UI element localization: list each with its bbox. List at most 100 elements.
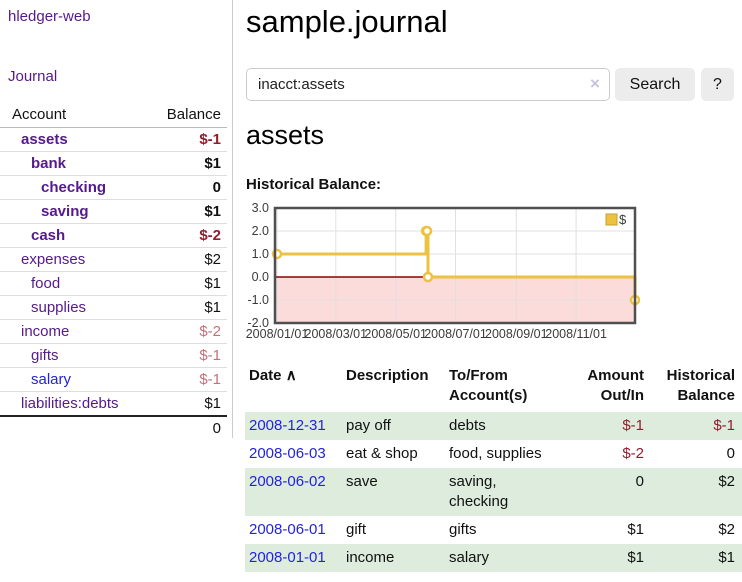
account-row: gifts $-1	[0, 343, 227, 368]
clear-search-icon[interactable]: ×	[590, 74, 600, 93]
account-link[interactable]: bank	[31, 155, 67, 172]
account-balance: $1	[143, 295, 227, 320]
help-button[interactable]: ?	[701, 68, 734, 101]
register-header-balance: Historical Balance	[666, 367, 735, 404]
accounts-table: Account Balance assets $-1 bank $1 checking 0…	[0, 102, 227, 440]
balance-line-chart: 3.0 2.0 1.0 0.0 -1.0 -2.02008/01/012008/03/01…	[246, 201, 641, 341]
account-heading: assets	[246, 120, 325, 150]
account-link[interactable]: liabilities:debts	[21, 395, 119, 412]
account-balance: $1	[143, 271, 227, 296]
svg-text:2008/03/01: 2008/03/01	[305, 327, 368, 341]
svg-text:3.0: 3.0	[252, 201, 269, 215]
transaction-balance: $1	[718, 549, 735, 566]
svg-text:2008/01/01: 2008/01/01	[246, 327, 309, 341]
account-balance: $1	[143, 391, 227, 417]
svg-text:2.0: 2.0	[252, 224, 269, 238]
svg-text:2008/09/01: 2008/09/01	[485, 327, 548, 341]
transaction-balance: $-1	[713, 417, 735, 434]
account-link[interactable]: saving	[41, 203, 89, 220]
transaction-description: eat & shop	[346, 445, 418, 462]
svg-text:2008/05/01: 2008/05/01	[364, 327, 427, 341]
transaction-date-link[interactable]: 2008-06-01	[249, 521, 326, 538]
transaction-date-link[interactable]: 2008-01-01	[249, 549, 326, 566]
transaction-description: gift	[346, 521, 367, 538]
register-header-accounts: To/From Account(s)	[449, 367, 528, 404]
historical-balance-chart: 3.0 2.0 1.0 0.0 -1.0 -2.0 2008/01/01 2008/03/01…	[240, 200, 641, 350]
account-row: food $1	[0, 271, 227, 296]
account-link[interactable]: checking	[41, 179, 107, 196]
svg-text:0.0: 0.0	[252, 270, 269, 284]
transaction-accounts: saving, checking	[449, 473, 509, 510]
account-balance: 0	[143, 175, 227, 200]
register-header-description: Description	[346, 367, 429, 384]
register-header-amount: Amount Out/In	[587, 367, 644, 404]
transaction-amount: 0	[635, 473, 644, 490]
transaction-date-link[interactable]: 2008-12-31	[249, 417, 326, 434]
svg-text:2008/07/01: 2008/07/01	[424, 327, 487, 341]
svg-text:1.0: 1.0	[252, 247, 269, 261]
accounts-total-spacer	[0, 415, 144, 440]
transaction-balance: 0	[726, 445, 735, 462]
transaction-date-link[interactable]: 2008-06-02	[249, 473, 326, 490]
chart-title: Historical Balance:	[246, 176, 382, 193]
account-row: expenses $2	[0, 247, 227, 272]
transaction-accounts: debts	[449, 417, 486, 434]
account-row: supplies $1	[0, 295, 227, 320]
account-row: liabilities:debts $1	[0, 391, 227, 417]
account-link[interactable]: salary	[31, 371, 72, 388]
transaction-amount: $-1	[622, 417, 644, 434]
date-header-label: Date	[249, 367, 282, 384]
account-balance: $-1	[143, 127, 227, 152]
transaction-amount: $1	[627, 521, 644, 538]
page-title: sample.journal	[246, 4, 448, 39]
accounts-table-body: assets $-1 bank $1 checking 0 saving $1 cash $-2 e…	[0, 127, 227, 417]
svg-text:-1.0: -1.0	[247, 293, 269, 307]
account-row: bank $1	[0, 151, 227, 176]
transaction-date-link[interactable]: 2008-06-03	[249, 445, 326, 462]
account-link[interactable]: food	[31, 275, 61, 292]
account-row: income $-2	[0, 319, 227, 344]
transaction-description: income	[346, 549, 395, 566]
transaction-balance: $2	[718, 521, 735, 538]
transaction-amount: $-2	[622, 445, 644, 462]
account-link[interactable]: gifts	[31, 347, 59, 364]
accounts-header-row: Account Balance	[0, 102, 227, 128]
register-header-date[interactable]: Date ∧	[245, 362, 342, 412]
transaction-amount: $1	[627, 549, 644, 566]
register-row: 2008-01-01 income salary $1 $1	[245, 544, 742, 572]
transaction-description: pay off	[346, 417, 391, 434]
search-button[interactable]: Search	[615, 68, 695, 101]
search-input[interactable]	[246, 68, 610, 101]
svg-text:-2.0: -2.0	[247, 316, 269, 330]
account-balance: $1	[143, 151, 227, 176]
register-table: Date ∧ Description To/From Account(s) Am…	[245, 362, 742, 572]
account-balance: $-2	[143, 223, 227, 248]
svg-text:$: $	[619, 212, 627, 227]
account-row: assets $-1	[0, 127, 227, 152]
register-row: 2008-06-03 eat & shop food, supplies $-2 0	[245, 440, 742, 468]
account-link[interactable]: cash	[31, 227, 66, 244]
transaction-balance: $2	[718, 473, 735, 490]
svg-text:2008/11/01: 2008/11/01	[545, 327, 607, 341]
sidebar-item-journal[interactable]: Journal	[8, 68, 58, 85]
account-balance: $-2	[143, 319, 227, 344]
sort-asc-icon: ∧	[285, 367, 297, 384]
account-balance: $2	[143, 247, 227, 272]
transaction-accounts: gifts	[449, 521, 477, 538]
account-row: checking 0	[0, 175, 227, 200]
account-link[interactable]: income	[21, 323, 70, 340]
app-title-link[interactable]: hledger-web	[8, 8, 91, 25]
transaction-accounts: salary	[449, 549, 490, 566]
register-row: 2008-06-01 gift gifts $1 $2	[245, 516, 742, 544]
sidebar: hledger-web Journal Account Balance asse…	[0, 0, 233, 440]
register-row: 2008-12-31 pay off debts $-1 $-1	[245, 412, 742, 440]
account-link[interactable]: assets	[21, 131, 68, 148]
register-table-body: 2008-12-31 pay off debts $-1 $-1 2008-06-03 ea…	[245, 412, 742, 572]
accounts-header-account: Account	[0, 102, 144, 128]
transaction-accounts: food, supplies	[449, 445, 542, 462]
account-link[interactable]: expenses	[21, 251, 86, 268]
account-link[interactable]: supplies	[31, 299, 87, 316]
accounts-header-balance: Balance	[143, 102, 227, 128]
accounts-total-value: 0	[143, 415, 227, 440]
